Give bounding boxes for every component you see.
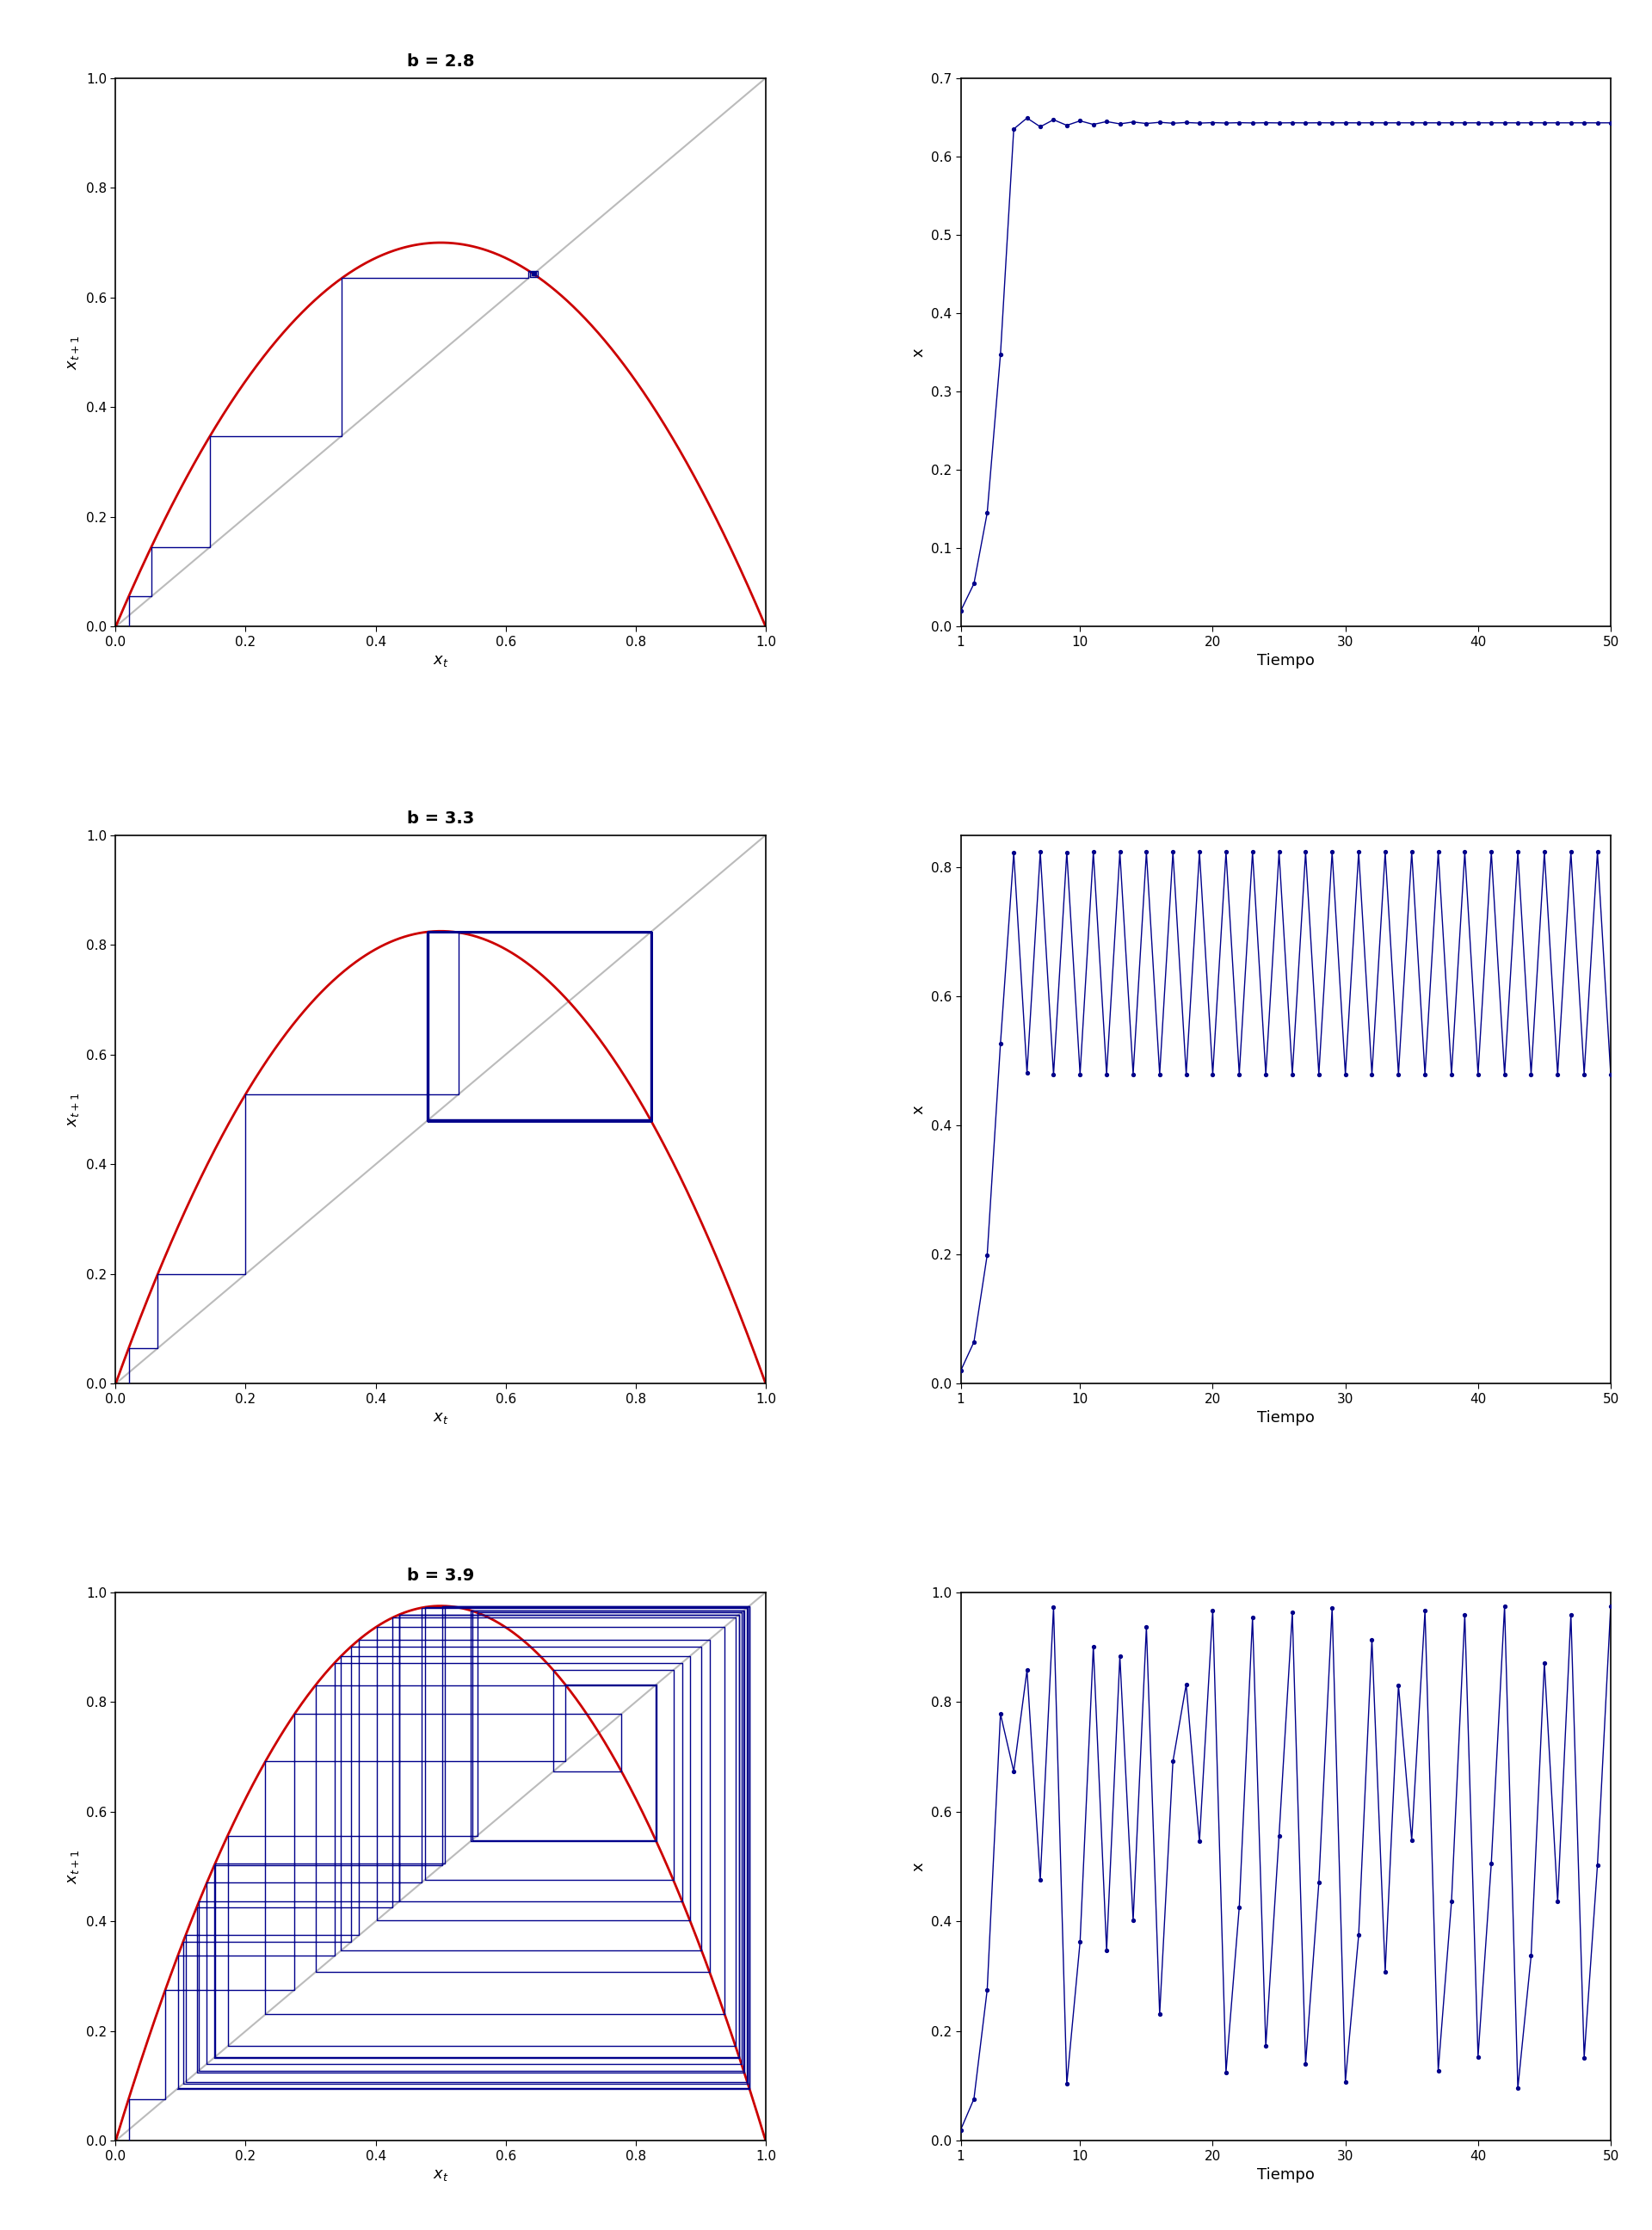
X-axis label: $x_t$: $x_t$ — [433, 2168, 449, 2183]
Title: b = 3.3: b = 3.3 — [406, 809, 474, 827]
X-axis label: $x_t$: $x_t$ — [433, 1409, 449, 1425]
Title: b = 2.8: b = 2.8 — [406, 54, 474, 69]
Y-axis label: x: x — [910, 1104, 927, 1115]
Y-axis label: $x_{t+1}$: $x_{t+1}$ — [66, 334, 81, 370]
X-axis label: $x_t$: $x_t$ — [433, 653, 449, 669]
Y-axis label: x: x — [910, 348, 927, 357]
X-axis label: Tiempo: Tiempo — [1257, 1409, 1315, 1425]
Y-axis label: $x_{t+1}$: $x_{t+1}$ — [66, 1093, 81, 1126]
X-axis label: Tiempo: Tiempo — [1257, 2168, 1315, 2183]
Y-axis label: x: x — [910, 1862, 927, 1871]
X-axis label: Tiempo: Tiempo — [1257, 653, 1315, 669]
Y-axis label: $x_{t+1}$: $x_{t+1}$ — [66, 1849, 81, 1884]
Title: b = 3.9: b = 3.9 — [406, 1568, 474, 1583]
